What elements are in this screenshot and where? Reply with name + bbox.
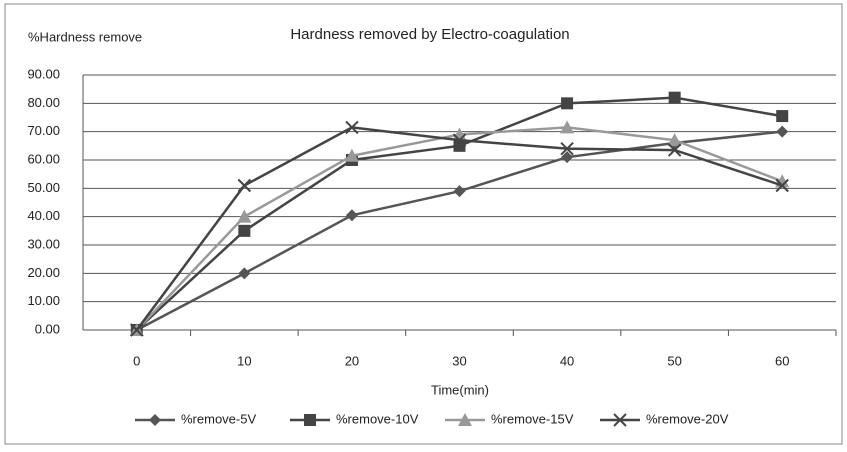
- marker: [667, 143, 682, 157]
- marker: [560, 141, 574, 156]
- marker: [458, 413, 472, 426]
- marker: [561, 97, 574, 110]
- legend-label: %remove-5V: [181, 411, 256, 426]
- x-tick-label: 50: [667, 353, 681, 368]
- x-tick-label: 20: [345, 353, 359, 368]
- chart-border: [4, 3, 843, 445]
- marker: [238, 267, 251, 280]
- y-tick-label: 0.00: [35, 321, 60, 336]
- y-tick-label: 10.00: [27, 293, 60, 308]
- y-tick-label: 60.00: [27, 151, 60, 166]
- x-tick-label: 0: [133, 353, 140, 368]
- marker: [613, 413, 627, 427]
- y-tick-label: 20.00: [27, 265, 60, 280]
- y-tick-label: 30.00: [27, 236, 60, 251]
- x-tick-label: 10: [237, 353, 251, 368]
- marker: [130, 323, 144, 337]
- marker: [560, 120, 575, 134]
- x-tick-label: 40: [560, 353, 574, 368]
- x-tick-label: 60: [775, 353, 789, 368]
- marker: [776, 110, 789, 123]
- marker: [775, 178, 789, 193]
- y-axis-label: %Hardness remove: [28, 29, 142, 44]
- y-tick-label: 40.00: [27, 208, 60, 223]
- marker: [561, 151, 574, 164]
- chart-title: Hardness removed by Electro-coagulation: [290, 26, 569, 43]
- y-tick-label: 70.00: [27, 123, 60, 138]
- marker: [238, 224, 251, 237]
- marker: [345, 209, 358, 222]
- x-tick-label: 30: [452, 353, 466, 368]
- marker: [453, 185, 466, 198]
- marker: [776, 125, 789, 138]
- marker: [237, 209, 252, 223]
- marker: [304, 414, 316, 426]
- marker: [237, 178, 252, 193]
- marker: [344, 148, 359, 162]
- marker: [452, 133, 467, 147]
- legend-label: %remove-15V: [491, 411, 574, 426]
- x-axis-label: Time(min): [431, 382, 489, 397]
- legend-label: %remove-10V: [336, 411, 419, 426]
- legend-label: %remove-20V: [646, 411, 729, 426]
- y-tick-label: 90.00: [27, 66, 60, 81]
- y-tick-label: 50.00: [27, 180, 60, 195]
- marker: [667, 133, 682, 147]
- marker: [668, 91, 681, 104]
- y-tick-label: 80.00: [27, 95, 60, 110]
- marker: [149, 414, 161, 426]
- marker: [345, 120, 359, 135]
